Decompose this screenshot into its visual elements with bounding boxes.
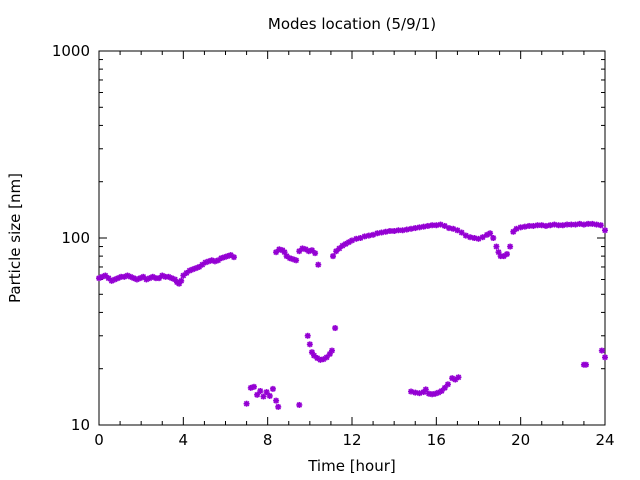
data-point [530,222,537,229]
y-tick-label: 100 [61,229,90,247]
data-point [296,401,303,408]
data-point [395,227,402,234]
data-point [275,403,282,410]
x-tick-label: 16 [427,431,446,449]
data-point [487,230,494,237]
data-point [230,254,237,261]
data-point [444,381,451,388]
data-point [438,387,445,394]
data-point [266,392,273,399]
y-axis-label: Particle size [nm] [6,173,24,303]
x-tick-label: 12 [342,431,361,449]
data-point [429,222,436,229]
data-point [99,273,106,280]
data-point [315,261,322,268]
data-point [507,243,514,250]
data-point [304,332,311,339]
data-point [422,386,429,393]
data-point [328,347,335,354]
data-point [257,387,264,394]
data-point [479,234,486,241]
data-point [551,221,558,228]
data-point [296,248,303,255]
data-point [386,228,393,235]
data-point [293,257,300,264]
x-tick-label: 4 [179,431,189,449]
data-point [598,347,605,354]
data-point [597,222,604,229]
data-point [583,361,590,368]
x-tick-label: 20 [511,431,530,449]
data-point [260,393,267,400]
y-tick-label: 10 [71,416,90,434]
axis-ticks [98,50,606,426]
data-point [243,400,250,407]
data-point [602,354,608,361]
data-point [273,397,280,404]
data-point [490,235,497,241]
data-point [312,250,319,257]
data-point [503,251,510,258]
x-tick-label: 8 [263,431,273,449]
data-point [424,222,431,229]
chart-title: Modes location (5/9/1) [268,15,436,33]
data-point [269,385,276,392]
data-point [250,383,257,390]
data-point [455,374,462,381]
data-points [96,220,608,410]
data-point [330,253,337,260]
x-tick-label: 0 [94,431,104,449]
data-point [178,277,185,284]
data-point [493,243,500,250]
x-axis-label: Time [hour] [307,457,396,475]
data-point [306,341,313,348]
data-point [332,325,339,332]
x-tick-label: 24 [595,431,614,449]
axis-tick-labels: 0 4 8 12 16 20 24 10 100 1000 [52,42,615,449]
y-tick-label: 1000 [52,42,90,60]
data-point [589,220,596,227]
data-point [602,227,608,234]
